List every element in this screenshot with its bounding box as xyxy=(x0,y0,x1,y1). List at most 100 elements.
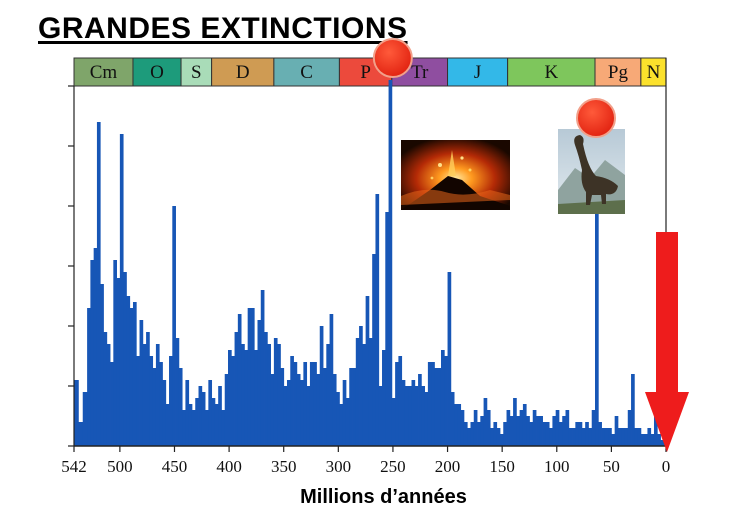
x-tick-label: 450 xyxy=(162,457,188,476)
period-cell xyxy=(132,57,182,87)
bar xyxy=(185,380,190,446)
bar xyxy=(578,422,583,446)
bar xyxy=(401,380,406,446)
bar xyxy=(634,428,639,446)
present-day-arrow xyxy=(645,232,689,452)
period-cell xyxy=(73,57,134,87)
bar xyxy=(365,296,370,446)
bar xyxy=(506,410,511,446)
period-label: Tr xyxy=(411,62,429,83)
bar xyxy=(214,404,219,446)
page-title: GRANDES EXTINCTIONS xyxy=(38,12,408,45)
bar xyxy=(503,422,507,446)
bar xyxy=(581,428,586,446)
bar xyxy=(129,308,134,446)
bar xyxy=(342,380,347,446)
bar xyxy=(463,422,468,446)
bar xyxy=(509,416,514,446)
bar xyxy=(359,326,363,446)
bar xyxy=(621,428,625,446)
bar xyxy=(542,422,547,446)
bar xyxy=(421,386,426,446)
period-cell xyxy=(211,57,275,87)
bar xyxy=(391,398,396,446)
bar xyxy=(480,416,484,446)
bar xyxy=(477,422,481,446)
period-label: O xyxy=(150,62,164,83)
bar xyxy=(96,122,101,446)
bar xyxy=(323,368,327,446)
bar xyxy=(110,362,114,446)
bar xyxy=(529,422,534,446)
bar xyxy=(499,434,504,446)
bar xyxy=(313,362,317,446)
x-tick-label: 350 xyxy=(271,457,297,476)
x-tick-label: 542 xyxy=(61,457,87,476)
period-cell xyxy=(447,57,509,87)
bar xyxy=(595,140,599,446)
bar xyxy=(653,416,658,446)
bar xyxy=(513,398,517,446)
bar xyxy=(336,392,340,446)
period-label: J xyxy=(474,62,481,83)
period-label: Pg xyxy=(608,62,629,83)
bar xyxy=(447,272,452,446)
bar xyxy=(119,134,124,446)
bar xyxy=(352,368,357,446)
bar xyxy=(257,320,262,446)
bar xyxy=(418,374,422,446)
bar xyxy=(539,416,543,446)
bar xyxy=(460,410,465,446)
bar xyxy=(123,272,127,446)
bar xyxy=(132,302,137,446)
bar xyxy=(660,440,665,446)
bar xyxy=(565,410,570,446)
bar xyxy=(611,434,616,446)
bar xyxy=(191,410,196,446)
bar xyxy=(519,410,524,446)
bar xyxy=(444,356,448,446)
bar xyxy=(575,422,580,446)
bar xyxy=(536,416,540,446)
period-label: N xyxy=(647,62,661,83)
bar xyxy=(411,380,416,446)
volcano-eruption-photo xyxy=(401,140,510,210)
bar xyxy=(113,260,117,446)
bar xyxy=(142,344,147,446)
x-tick-label: 500 xyxy=(107,457,133,476)
bar xyxy=(169,356,173,446)
bar xyxy=(591,410,596,446)
bar xyxy=(139,320,144,446)
bar xyxy=(558,422,563,446)
bar xyxy=(87,308,91,446)
bar xyxy=(224,374,229,446)
bar xyxy=(326,344,330,446)
bar xyxy=(237,314,242,446)
bar xyxy=(316,374,321,446)
bar xyxy=(188,404,193,446)
bar xyxy=(339,404,344,446)
bar xyxy=(205,410,209,446)
bar xyxy=(244,350,249,446)
bar xyxy=(617,428,622,446)
bar xyxy=(273,338,278,446)
period-label: D xyxy=(236,62,250,83)
extinction-marker xyxy=(372,38,413,78)
bar xyxy=(103,332,108,446)
bar xyxy=(490,428,494,446)
period-cell xyxy=(507,57,596,87)
bar xyxy=(562,416,566,446)
x-tick-label: 150 xyxy=(489,457,515,476)
bar xyxy=(254,350,258,446)
bar xyxy=(398,356,403,446)
period-label: Cm xyxy=(90,62,118,83)
bar xyxy=(78,422,84,446)
bar xyxy=(424,392,429,446)
bar xyxy=(368,338,373,446)
bar xyxy=(247,308,252,446)
bar xyxy=(208,380,213,446)
bar xyxy=(218,386,222,446)
bar xyxy=(637,428,642,446)
bar xyxy=(309,362,314,446)
bar xyxy=(283,386,288,446)
